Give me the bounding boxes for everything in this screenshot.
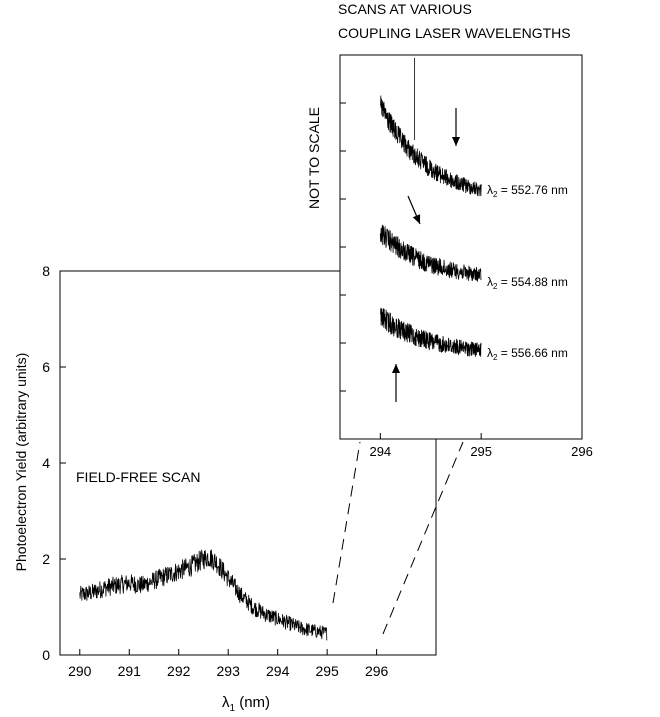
arrow-head <box>452 137 460 146</box>
inset-series-trace <box>379 95 482 197</box>
series-label-symbol: λ <box>487 275 493 289</box>
series-label-value: = 552.76 nm <box>497 183 567 197</box>
main-x-tick-label: 294 <box>266 663 290 679</box>
arrow-head <box>392 364 400 373</box>
inset-x-axis: 294 295 296 <box>369 433 593 459</box>
inset-annotation: NOT TO SCALE <box>306 107 322 209</box>
main-x-tick-label: 290 <box>68 663 92 679</box>
main-x-axis: 290 291 292 293 294 295 296 <box>68 649 389 679</box>
series-label-subscript: 2 <box>493 353 498 362</box>
arrow-head <box>412 214 421 224</box>
x-axis-subscript: 1 <box>229 703 235 714</box>
main-y-axis: 0 2 4 6 8 <box>42 263 66 663</box>
series-label-subscript: 2 <box>493 282 498 291</box>
x-axis-symbol: λ <box>222 694 230 711</box>
series-label-subscript: 2 <box>493 190 498 199</box>
main-x-tick-label: 296 <box>365 663 389 679</box>
inset-x-tick-label: 295 <box>470 444 492 459</box>
inset-y-axis <box>340 102 346 392</box>
inset-title-line-2: COUPLING LASER WAVELENGTHS <box>338 25 571 41</box>
inset-series-label: λ2 = 552.76 nm <box>487 183 568 199</box>
inset-series-trace <box>379 224 482 282</box>
series-label-value: = 556.66 nm <box>497 346 567 360</box>
series-label-symbol: λ <box>487 183 493 197</box>
main-y-axis-label: Photoelectron Yield (arbitrary units) <box>13 353 29 572</box>
inset-arrows <box>392 108 460 402</box>
main-y-tick-label: 2 <box>42 551 50 567</box>
main-x-tick-label: 295 <box>315 663 339 679</box>
main-y-tick-label: 0 <box>42 647 50 663</box>
main-x-axis-label: λ1 (nm) <box>222 694 270 714</box>
main-y-tick-label: 6 <box>42 359 50 375</box>
inset-title-line-1: SCANS AT VARIOUS <box>338 1 472 17</box>
main-x-tick-label: 291 <box>118 663 142 679</box>
x-axis-unit: (nm) <box>235 694 270 711</box>
inset-trace-layer <box>379 58 482 357</box>
connector-dash-left <box>332 441 361 604</box>
main-y-tick-label: 8 <box>42 263 50 279</box>
main-x-tick-label: 293 <box>217 663 241 679</box>
main-trace-layer <box>79 549 328 641</box>
main-y-tick-label: 4 <box>42 455 50 471</box>
inset-plot-frame <box>339 54 583 440</box>
inset-x-tick-label: 296 <box>571 444 593 459</box>
main-annotation: FIELD-FREE SCAN <box>76 469 200 485</box>
main-series-trace <box>79 549 328 641</box>
main-x-tick-label: 292 <box>167 663 191 679</box>
inset-series-trace <box>379 307 482 357</box>
inset-series-label: λ2 = 554.88 nm <box>487 275 568 291</box>
inset-x-tick-label: 294 <box>369 444 391 459</box>
series-label-symbol: λ <box>487 346 493 360</box>
series-label-value: = 554.88 nm <box>497 275 567 289</box>
inset-series-label: λ2 = 556.66 nm <box>487 346 568 362</box>
